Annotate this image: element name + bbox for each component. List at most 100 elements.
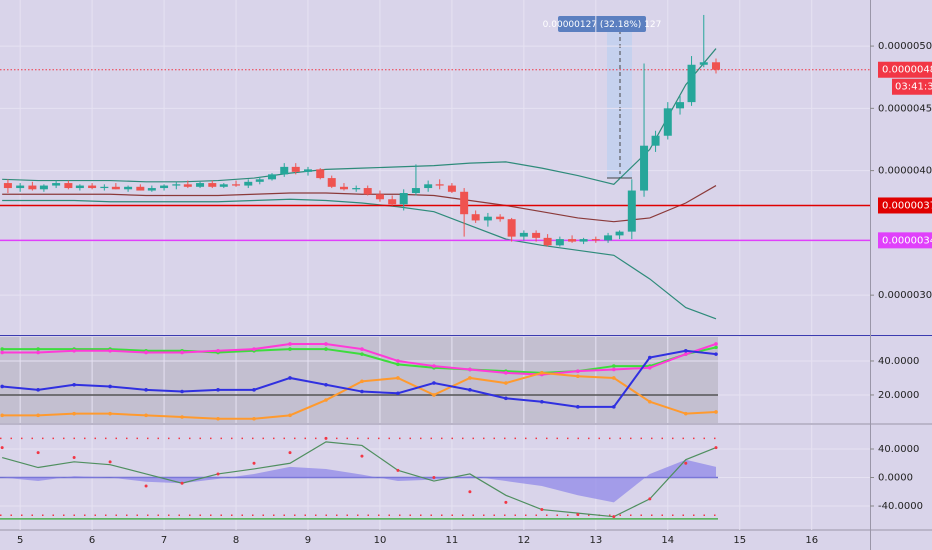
point bbox=[612, 367, 616, 372]
candle-body bbox=[687, 64, 696, 103]
candle-body bbox=[147, 188, 156, 191]
dot bbox=[714, 446, 718, 450]
point bbox=[360, 347, 364, 351]
x-tick-label: 5 bbox=[17, 535, 23, 546]
point bbox=[324, 347, 328, 351]
candle-body bbox=[388, 199, 397, 205]
candle-body bbox=[435, 184, 444, 186]
candle-body bbox=[124, 186, 133, 190]
candle-body bbox=[532, 232, 541, 238]
dot bbox=[252, 461, 256, 465]
point bbox=[108, 384, 112, 389]
candle-body bbox=[196, 183, 205, 187]
dot bbox=[180, 481, 184, 485]
candle-body bbox=[219, 184, 228, 187]
candle-body bbox=[100, 186, 109, 189]
point bbox=[180, 350, 184, 355]
point bbox=[612, 364, 616, 368]
candle-body bbox=[88, 185, 97, 189]
point bbox=[108, 411, 112, 416]
candle-body bbox=[640, 145, 649, 191]
candle-body bbox=[232, 184, 241, 186]
candle-body bbox=[255, 179, 264, 182]
candle-body bbox=[627, 190, 636, 232]
point bbox=[432, 393, 436, 397]
dot bbox=[612, 515, 616, 519]
point bbox=[108, 348, 112, 353]
point bbox=[252, 388, 256, 392]
candle-body bbox=[663, 108, 672, 136]
y-tick-label: 0.0000 bbox=[878, 473, 913, 484]
candle-body bbox=[352, 188, 361, 190]
candle-body bbox=[75, 185, 84, 189]
x-tick-label: 15 bbox=[733, 535, 746, 546]
dot bbox=[576, 513, 580, 517]
point bbox=[252, 347, 256, 351]
candle-body bbox=[28, 185, 37, 190]
countdown-label: 03:41:37 bbox=[895, 82, 932, 93]
price-tag-label: 0.00000481 bbox=[882, 65, 932, 76]
x-tick-label: 11 bbox=[446, 535, 459, 546]
measure-label: 0.00000127 (32.18%) 127 bbox=[543, 20, 662, 30]
point bbox=[612, 405, 616, 409]
y-tick-label: 40.0000 bbox=[878, 356, 919, 367]
point bbox=[0, 413, 4, 418]
point bbox=[540, 399, 544, 404]
candle-body bbox=[496, 216, 505, 220]
candle-body bbox=[280, 166, 289, 175]
candle-body bbox=[183, 184, 192, 187]
point bbox=[324, 382, 328, 387]
y-tick-label: 20.0000 bbox=[878, 390, 919, 401]
point bbox=[36, 413, 40, 418]
point bbox=[0, 347, 4, 351]
point bbox=[0, 384, 4, 389]
candle-body bbox=[507, 219, 516, 237]
candle-body bbox=[579, 239, 588, 242]
candle-body bbox=[339, 186, 348, 190]
dot bbox=[648, 497, 652, 501]
dot bbox=[540, 508, 544, 512]
point bbox=[714, 352, 718, 356]
point bbox=[714, 410, 718, 414]
candle-body bbox=[447, 185, 456, 192]
histogram-area bbox=[2, 459, 717, 503]
candle-body bbox=[316, 169, 325, 179]
point bbox=[714, 345, 718, 350]
price-tag bbox=[878, 61, 932, 78]
point bbox=[360, 379, 364, 384]
point bbox=[396, 362, 400, 367]
candle-body bbox=[712, 62, 721, 70]
candle-body bbox=[208, 183, 217, 187]
point bbox=[540, 371, 544, 375]
dot bbox=[468, 490, 472, 494]
point bbox=[216, 416, 220, 421]
dot bbox=[36, 451, 40, 455]
y-tick-label: -40.0000 bbox=[878, 501, 923, 512]
candle-body bbox=[3, 183, 12, 189]
point bbox=[714, 342, 718, 346]
point bbox=[576, 405, 580, 409]
point bbox=[576, 369, 580, 373]
x-tick-label: 10 bbox=[374, 535, 387, 546]
candle-body bbox=[268, 174, 277, 180]
candle-body bbox=[160, 185, 169, 189]
candle-body bbox=[411, 188, 420, 194]
dot bbox=[396, 468, 400, 472]
y-tick-label: 40.0000 bbox=[878, 444, 919, 455]
point bbox=[288, 376, 292, 380]
candle-body bbox=[676, 102, 685, 109]
point bbox=[72, 382, 76, 387]
dot bbox=[108, 460, 112, 464]
point bbox=[36, 388, 40, 392]
dot bbox=[144, 484, 148, 488]
point bbox=[504, 396, 508, 401]
point bbox=[468, 388, 472, 392]
point bbox=[324, 342, 328, 346]
band-line bbox=[2, 198, 717, 320]
point bbox=[288, 413, 292, 418]
point bbox=[648, 399, 652, 404]
